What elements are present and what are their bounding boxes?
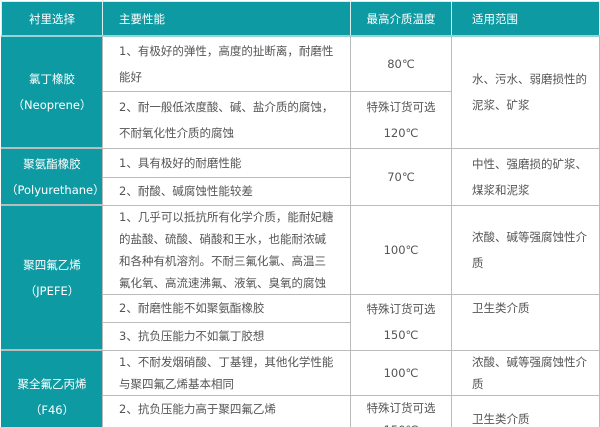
header-material: 衬里选择	[1, 1, 103, 37]
property-cell: 1、不耐发烟硝酸、丁基锂，其他化学性能 与聚四氟乙烯基本相同	[102, 349, 351, 396]
table-header-row: 衬里选择 主要性能 最高介质温度 适用范围	[1, 1, 600, 37]
property-cell: 3、抗负压能力不如氯丁胶想	[102, 321, 351, 351]
table-row: 2、耐磨性能不如聚氨酯橡胶 特殊订货可选 150℃ 卫生类介质	[2, 293, 600, 351]
table-row: 3、抗负压能力不如氯丁胶想	[2, 321, 600, 351]
property-cell: 2、耐一般低浓度酸、碱、盐介质的腐蚀， 不耐氧化性介质的腐蚀	[102, 90, 351, 149]
property-cell: 1、几乎可以抵抗所有化学介质，能耐妃糖 的盐酸、硫酸、硝酸和王水，也能耐浓碱 和…	[102, 204, 351, 295]
table-row: 聚氨酯橡胶 （Polyurethane） 1、具有极好的耐磨性能 70℃ 中性、…	[1, 147, 600, 206]
material-cell: 聚全氟乙丙烯 （F46）	[1, 349, 103, 427]
table-row: 2、耐一般低浓度酸、碱、盐介质的腐蚀， 不耐氧化性介质的腐蚀 特殊订货可选 12…	[2, 90, 600, 149]
property-cell: 1、具有极好的耐磨性能	[102, 147, 351, 178]
scope-cell: 中性、强磨损的矿浆、 煤浆和泥浆	[451, 147, 600, 206]
table-row: 2、抗负压能力高于聚四氟乙烯 特殊订货可选 150℃ 卫生类介质	[2, 394, 600, 427]
scope-cell: 卫生类介质	[451, 293, 600, 351]
temp-cell: 70℃	[350, 147, 452, 206]
temp-cell: 特殊订货可选 150℃	[350, 394, 452, 427]
property-cell: 2、耐磨性能不如聚氨酯橡胶	[102, 293, 351, 323]
table-row: 聚全氟乙丙烯 （F46） 1、不耐发烟硝酸、丁基锂，其他化学性能 与聚四氟乙烯基…	[1, 349, 600, 427]
scope-cell: 浓酸、碱等强腐蚀性介 质	[451, 349, 600, 396]
property-cell: 2、抗负压能力高于聚四氟乙烯	[102, 394, 351, 427]
temp-cell: 特殊订货可选 150℃	[350, 293, 452, 351]
header-properties: 主要性能	[102, 1, 351, 37]
header-max-temp: 最高介质温度	[350, 1, 452, 37]
scope-cell: 浓酸、碱等强腐蚀性介 质	[451, 204, 600, 295]
material-cell: 氯丁橡胶 （Neoprene）	[1, 35, 103, 149]
scope-cell: 水、污水、弱磨损性的 泥浆、矿浆	[451, 35, 600, 149]
material-cell: 聚氨酯橡胶 （Polyurethane）	[1, 147, 105, 206]
scope-cell: 卫生类介质	[451, 394, 600, 427]
temp-cell: 特殊订货可选 120℃	[350, 90, 452, 149]
header-scope: 适用范围	[451, 1, 600, 37]
property-cell: 2、耐酸、碱腐蚀性能较差	[102, 176, 351, 206]
temp-cell: 100℃	[350, 349, 452, 396]
table-row: 聚四氟乙烯 （JPEFE） 1、几乎可以抵抗所有化学介质，能耐妃糖 的盐酸、硫酸…	[1, 204, 600, 351]
temp-cell: 100℃	[350, 204, 452, 295]
table-row: 氯丁橡胶 （Neoprene） 1、有极好的弹性，高度的扯断离，耐磨性 能好 8…	[1, 35, 600, 149]
property-cell: 1、有极好的弹性，高度的扯断离，耐磨性 能好	[102, 35, 351, 92]
material-cell: 聚四氟乙烯 （JPEFE）	[1, 204, 103, 351]
temp-cell: 80℃	[350, 35, 452, 92]
